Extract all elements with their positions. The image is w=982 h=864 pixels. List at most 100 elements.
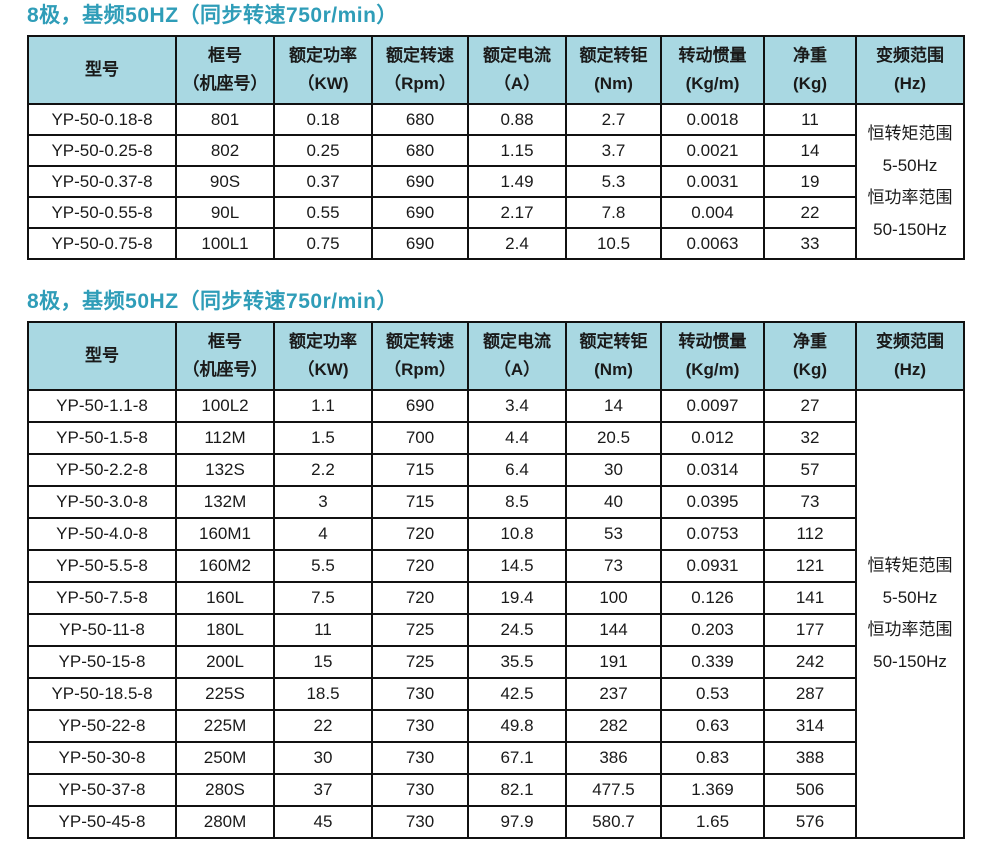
value-cell: 0.0063 [660,227,765,260]
column-header-rated-current: 额定电流 （A） [467,321,567,391]
value-cell: 0.126 [660,581,765,615]
header-line: 额定转速 [386,46,454,65]
value-cell: 720 [371,581,469,615]
column-header-model: 型号 [27,35,177,105]
value-cell: 2.17 [467,196,567,229]
value-cell: 0.75 [273,227,373,260]
value-cell: 191 [565,645,662,679]
value-cell: 715 [371,453,469,487]
value-cell: 160L [175,581,275,615]
value-cell: 730 [371,709,469,743]
column-header-frame: 框号 （机座号） [175,321,275,391]
value-cell: 225M [175,709,275,743]
value-cell: 160M2 [175,549,275,583]
table-row: YP-50-5.5-8 160M2 5.5 720 14.5 73 0.0931 121 [27,549,964,583]
value-cell: 100L1 [175,227,275,260]
column-header-rated-current: 额定电流 （A） [467,35,567,105]
frequency-range-note: 恒转矩范围 5-50Hz 恒功率范围 50-150Hz [855,389,965,839]
model-cell: YP-50-30-8 [27,741,177,775]
value-cell: 720 [371,517,469,551]
column-header-rated-power: 额定功率 （KW) [273,321,373,391]
table-row: YP-50-2.2-8 132S 2.2 715 6.4 30 0.0314 57 [27,453,964,487]
value-cell: 132M [175,485,275,519]
model-cell: YP-50-11-8 [27,613,177,647]
header-line: 额定功率 [289,332,357,351]
column-header-inertia: 转动惯量 (Kg/m) [660,321,765,391]
value-cell: 100 [565,581,662,615]
value-cell: 53 [565,517,662,551]
value-cell: 67.1 [467,741,567,775]
value-cell: 11 [273,613,373,647]
header-line: (Kg) [793,360,827,379]
value-cell: 3.4 [467,389,567,423]
value-cell: 680 [371,103,469,136]
value-cell: 0.0097 [660,389,765,423]
header-line: （Rpm） [384,74,456,93]
table-row: YP-50-22-8 225M 22 730 49.8 282 0.63 314 [27,709,964,743]
value-cell: 10.8 [467,517,567,551]
column-header-rated-torque: 额定转钜 (Nm) [565,321,662,391]
model-cell: YP-50-0.75-8 [27,227,177,260]
value-cell: 49.8 [467,709,567,743]
table-row: YP-50-4.0-8 160M1 4 720 10.8 53 0.0753 112 [27,517,964,551]
column-header-inertia: 转动惯量 (Kg/m) [660,35,765,105]
value-cell: 4.4 [467,421,567,455]
model-cell: YP-50-45-8 [27,805,177,839]
table-row: YP-50-7.5-8 160L 7.5 720 19.4 100 0.126 141 [27,581,964,615]
column-header-net-weight: 净重 (Kg) [763,321,857,391]
model-cell: YP-50-3.0-8 [27,485,177,519]
note-line: 5-50Hz [882,588,938,607]
value-cell: 45 [273,805,373,839]
value-cell: 0.203 [660,613,765,647]
value-cell: 73 [763,485,857,519]
value-cell: 802 [175,134,275,167]
value-cell: 690 [371,196,469,229]
value-cell: 0.55 [273,196,373,229]
table-row: YP-50-37-8 280S 37 730 82.1 477.5 1.369 506 [27,773,964,807]
value-cell: 42.5 [467,677,567,711]
section-8pole-small-motors: 8极，基频50HZ（同步转速750r/min） 型号 框号 （机座号） 额定功率 （… [27,2,965,260]
header-line: （机座号） [182,74,268,93]
header-line: (Kg/m) [685,360,740,379]
header-line: 额定功率 [289,46,357,65]
value-cell: 250M [175,741,275,775]
value-cell: 0.0021 [660,134,765,167]
value-cell: 1.49 [467,165,567,198]
note-line: 恒转矩范围 [867,556,953,575]
header-line: （机座号） [182,360,268,379]
value-cell: 3 [273,485,373,519]
model-cell: YP-50-37-8 [27,773,177,807]
value-cell: 40 [565,485,662,519]
value-cell: 8.5 [467,485,567,519]
note-line: 恒转矩范围 [867,123,953,143]
section-title: 8极，基频50HZ（同步转速750r/min） [27,290,398,313]
value-cell: 720 [371,549,469,583]
header-line: 变频范围 [876,332,944,351]
value-cell: 10.5 [565,227,662,260]
header-line: (Hz) [893,74,927,93]
value-cell: 177 [763,613,857,647]
table-header-row: 型号 框号 （机座号） 额定功率 （KW) 额定转速 （Rpm） 额定电流 （A） 额定… [27,35,965,105]
value-cell: 282 [565,709,662,743]
value-cell: 0.0018 [660,103,765,136]
header-line: （Rpm） [384,360,456,379]
note-line: 50-150Hz [873,652,947,671]
value-cell: 22 [273,709,373,743]
column-header-frequency-range: 变频范围 (Hz) [855,35,965,105]
header-line: 额定电流 [483,46,551,65]
value-cell: 6.4 [467,453,567,487]
value-cell: 73 [565,549,662,583]
value-cell: 82.1 [467,773,567,807]
value-cell: 477.5 [565,773,662,807]
table-row: YP-50-15-8 200L 15 725 35.5 191 0.339 242 [27,645,964,679]
column-header-rated-speed: 额定转速 （Rpm） [371,321,469,391]
value-cell: 0.18 [273,103,373,136]
value-cell: 14 [763,134,857,167]
value-cell: 24.5 [467,613,567,647]
note-line: 50-150Hz [873,219,947,239]
column-header-frame: 框号 （机座号） [175,35,275,105]
column-header-model: 型号 [27,321,177,391]
value-cell: 100L2 [175,389,275,423]
column-header-frequency-range: 变频范围 (Hz) [855,321,965,391]
header-line: 额定电流 [483,332,551,351]
